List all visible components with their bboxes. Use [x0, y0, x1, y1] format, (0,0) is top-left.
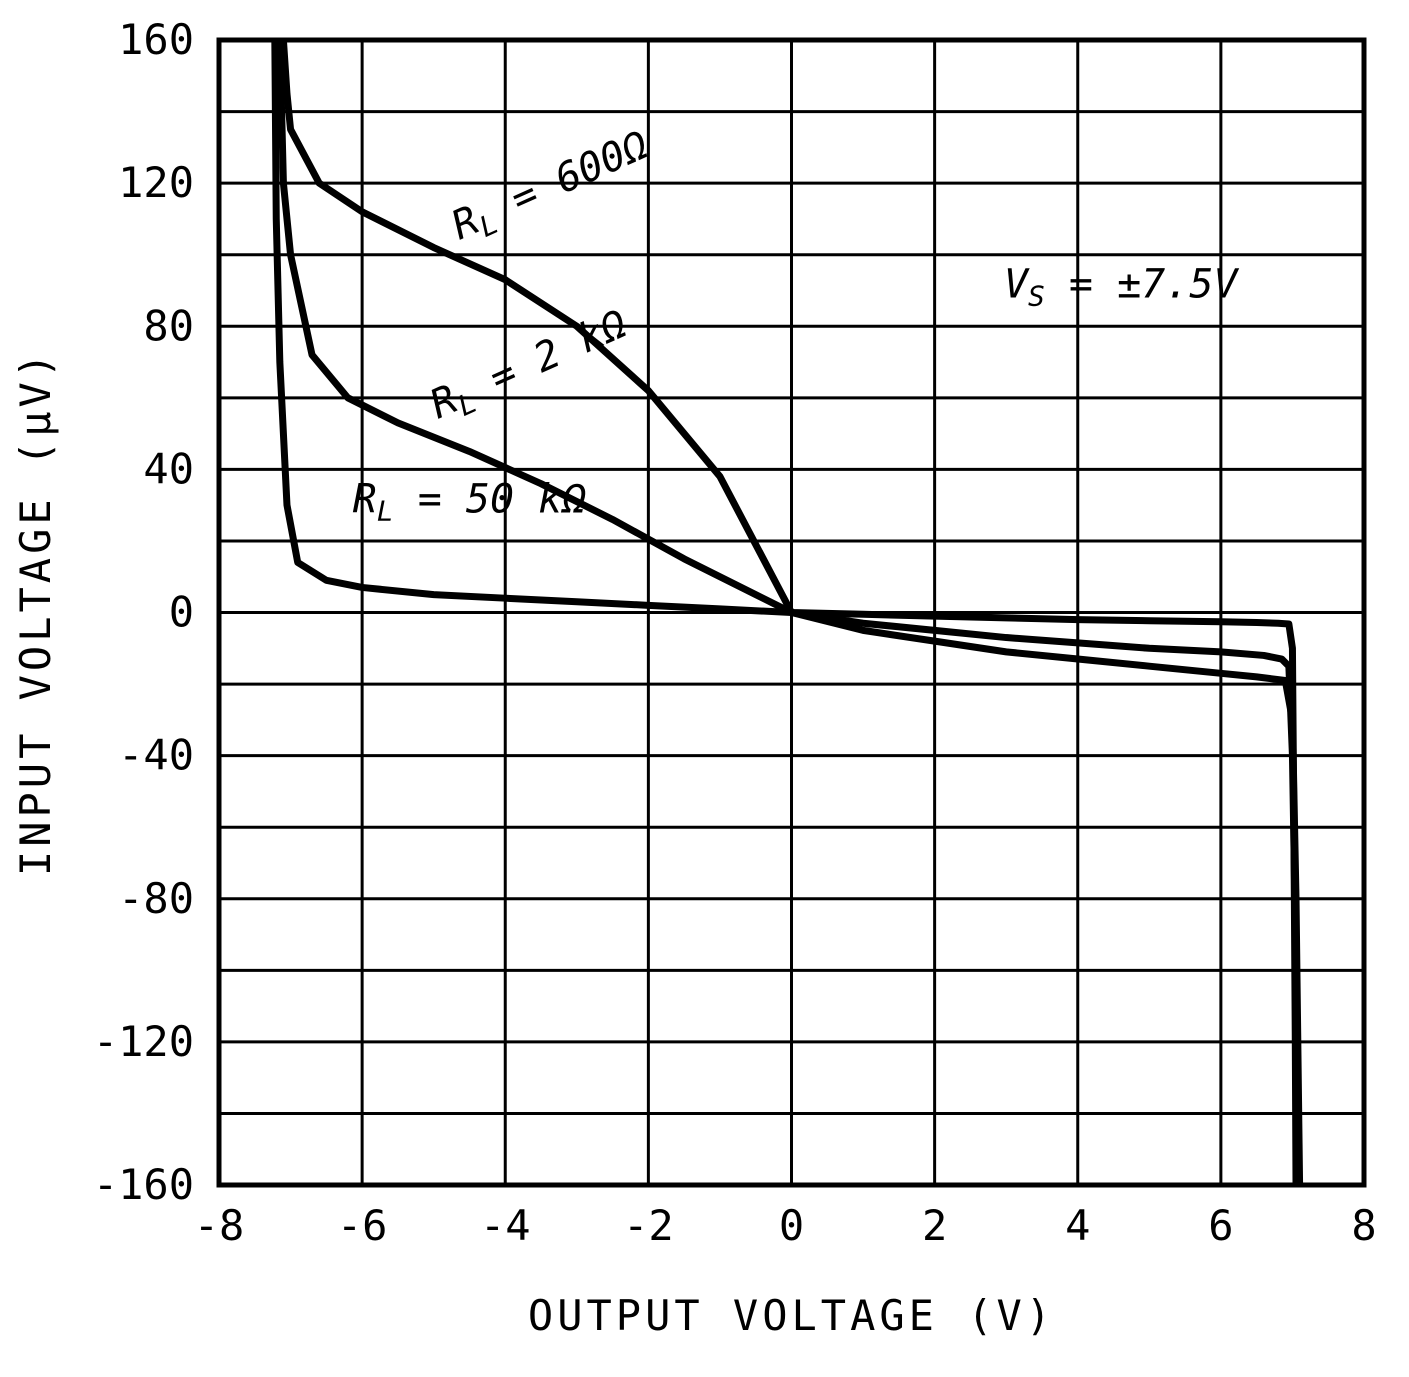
x-tick-label: 8 [1351, 1201, 1376, 1250]
chart-svg: -8 -6 -4 -2 0 2 4 6 8 -160 -120 -80 -40 0 40 80 120 160 OU… [0, 0, 1409, 1377]
y-axis-label: INPUT VOLTAGE (μV) [11, 349, 60, 876]
x-tick-label: -2 [623, 1201, 674, 1250]
y-tick-label: -160 [93, 1160, 194, 1209]
x-axis-label: OUTPUT VOLTAGE (V) [528, 1291, 1055, 1340]
y-tick-label: 0 [169, 588, 194, 637]
y-tick-label: 160 [118, 15, 194, 64]
x-tick-label: 4 [1065, 1201, 1090, 1250]
x-tick-label: -4 [480, 1201, 531, 1250]
x-tick-label: 6 [1208, 1201, 1233, 1250]
x-tick-label: 2 [922, 1201, 947, 1250]
y-tick-label: -40 [118, 731, 194, 780]
chart-container: { "chart": { "type": "line", "width": 14… [0, 0, 1409, 1377]
y-tick-label: -120 [93, 1017, 194, 1066]
y-tick-label: -80 [118, 874, 194, 923]
y-tick-label: 80 [143, 301, 194, 350]
x-tick-label: -8 [194, 1201, 245, 1250]
x-tick-label: 0 [779, 1201, 804, 1250]
x-tick-label: -6 [337, 1201, 388, 1250]
y-tick-label: 40 [143, 444, 194, 493]
y-tick-label: 120 [118, 158, 194, 207]
